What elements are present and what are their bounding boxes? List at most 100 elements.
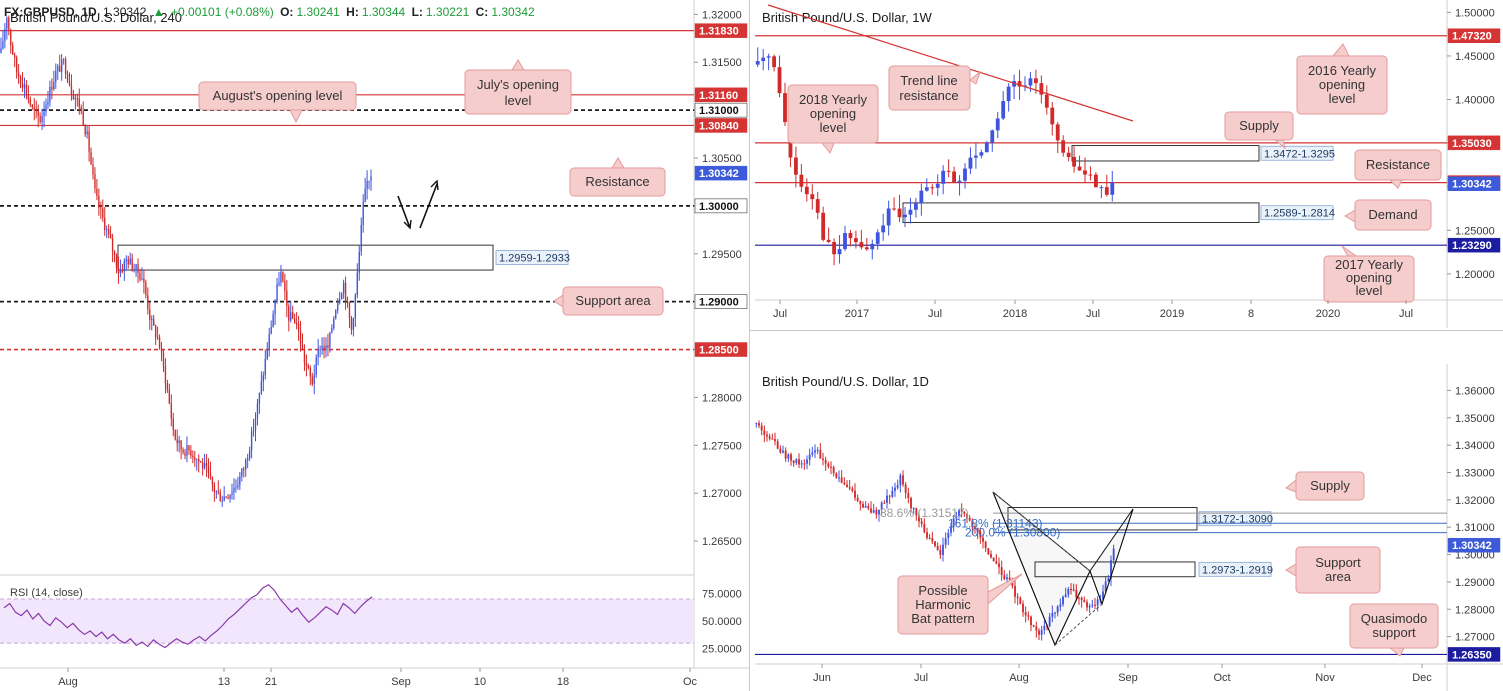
candle-body bbox=[1017, 81, 1022, 87]
candle-body bbox=[851, 488, 854, 491]
candle-body bbox=[867, 506, 870, 509]
candle-body bbox=[1001, 101, 1006, 119]
candle-body bbox=[843, 482, 846, 485]
candle-body bbox=[758, 423, 760, 426]
candle-body bbox=[162, 352, 165, 366]
candle-body bbox=[6, 17, 8, 29]
zone-label-box bbox=[1198, 561, 1272, 577]
candle-body bbox=[880, 502, 883, 510]
y-tick-label: 1.30000 bbox=[1455, 550, 1495, 562]
candle-body bbox=[1110, 560, 1112, 579]
annotation-callout: Demand bbox=[1344, 199, 1432, 231]
candle-body bbox=[119, 270, 122, 274]
candle-body bbox=[106, 229, 108, 231]
chart-weekly-svg[interactable]: British Pound/U.S. Dollar, 1W 1.3472-1.3… bbox=[750, 0, 1503, 330]
price-level-label: 1.23290 bbox=[1452, 240, 1492, 252]
candle-body bbox=[782, 450, 784, 453]
annotation-callout: Possible Harmonic Bat pattern bbox=[897, 573, 1023, 635]
candle-body bbox=[4, 28, 6, 42]
candle-body bbox=[192, 455, 194, 458]
candle-body bbox=[182, 449, 184, 453]
candle-body bbox=[364, 188, 366, 202]
candle-body bbox=[250, 431, 253, 451]
candle-body bbox=[293, 318, 296, 324]
candle-body bbox=[286, 290, 288, 307]
y-tick-label: 1.31500 bbox=[702, 57, 742, 69]
candle-body bbox=[934, 541, 936, 547]
candle-body bbox=[76, 98, 79, 100]
candle-body bbox=[1080, 597, 1083, 601]
candle-body bbox=[264, 358, 266, 376]
candle-body bbox=[299, 330, 302, 345]
x-tick-label: 8 bbox=[1248, 308, 1254, 320]
chart-240-svg[interactable]: British Pound/U.S. Dollar, 240 1.2959-1.… bbox=[0, 0, 749, 691]
candle-body bbox=[766, 56, 771, 58]
candle-body bbox=[772, 56, 776, 68]
candle-body bbox=[1039, 83, 1044, 95]
candle-body bbox=[919, 190, 924, 204]
callout-pointer bbox=[1331, 43, 1350, 57]
callout-box bbox=[888, 65, 971, 111]
price-level-label: 1.30342 bbox=[1452, 179, 1492, 191]
candle-body bbox=[903, 214, 907, 218]
candle-body bbox=[325, 345, 327, 351]
candle-body bbox=[329, 332, 331, 348]
x-tick-label: Jul bbox=[773, 308, 787, 320]
candle-body bbox=[280, 271, 282, 283]
candle-body bbox=[123, 261, 126, 272]
candle-body bbox=[926, 532, 928, 538]
candle-body bbox=[763, 430, 766, 435]
candle-body bbox=[331, 328, 333, 333]
candle-body bbox=[358, 251, 360, 273]
candle-body bbox=[872, 509, 875, 513]
chart-panel-weekly[interactable]: British Pound/U.S. Dollar, 1W 1.3472-1.3… bbox=[750, 0, 1503, 331]
chart-panel-daily[interactable]: British Pound/U.S. Dollar, 1D 1.3172-1.3… bbox=[750, 364, 1503, 691]
candle-body bbox=[1083, 600, 1086, 603]
candle-body bbox=[800, 463, 803, 465]
candle-body bbox=[158, 337, 161, 349]
candle-body bbox=[348, 302, 351, 319]
zone-label-box bbox=[1198, 511, 1272, 527]
y-tick-label: 1.27000 bbox=[1455, 632, 1495, 644]
candle-body bbox=[995, 118, 1000, 131]
candle-body bbox=[1034, 78, 1038, 84]
candle-body bbox=[145, 282, 147, 296]
candle-body bbox=[1072, 157, 1076, 167]
candle-body bbox=[963, 168, 967, 181]
candle-body bbox=[303, 349, 306, 363]
y-tick-label: 1.28000 bbox=[702, 392, 742, 404]
candle-body bbox=[68, 80, 71, 86]
candle-body bbox=[832, 467, 835, 474]
candle-body bbox=[53, 81, 55, 90]
fib-label-161: 161.8% (1.31143) bbox=[948, 516, 1043, 530]
annotation-text: Supply bbox=[1239, 118, 1279, 133]
price-level-tag bbox=[694, 294, 748, 309]
chart-panel-240[interactable]: British Pound/U.S. Dollar, 240 1.2959-1.… bbox=[0, 0, 750, 691]
candle-body bbox=[955, 515, 958, 519]
candle-body bbox=[276, 284, 278, 302]
candle-body bbox=[1054, 612, 1056, 614]
candle-body bbox=[66, 73, 69, 81]
x-tick-label: Oct bbox=[1213, 672, 1230, 684]
price-level-label: 1.35030 bbox=[1452, 138, 1492, 150]
candle-body bbox=[819, 449, 822, 459]
candle-body bbox=[35, 109, 37, 111]
annotation-text: Supply bbox=[1310, 478, 1350, 493]
candle-body bbox=[113, 251, 116, 256]
chart-daily-svg[interactable]: British Pound/U.S. Dollar, 1D 1.3172-1.3… bbox=[750, 364, 1503, 691]
candle-body bbox=[984, 142, 989, 153]
candle-body bbox=[282, 271, 284, 282]
candle-body bbox=[870, 508, 872, 513]
callout-box bbox=[1323, 255, 1415, 303]
candle-body bbox=[205, 463, 208, 467]
x-tick-label: Nov bbox=[1315, 672, 1335, 684]
price-level-tag bbox=[694, 23, 748, 38]
candle-body bbox=[1006, 86, 1011, 102]
candle-body bbox=[979, 532, 982, 538]
candle-body bbox=[201, 462, 204, 469]
annotation-callout: July's opening level bbox=[464, 59, 572, 115]
candle-body bbox=[784, 450, 787, 459]
change-arrow-icon: ▲ bbox=[152, 5, 165, 19]
close-value: 1.30342 bbox=[491, 5, 535, 19]
candle-body bbox=[262, 375, 265, 382]
